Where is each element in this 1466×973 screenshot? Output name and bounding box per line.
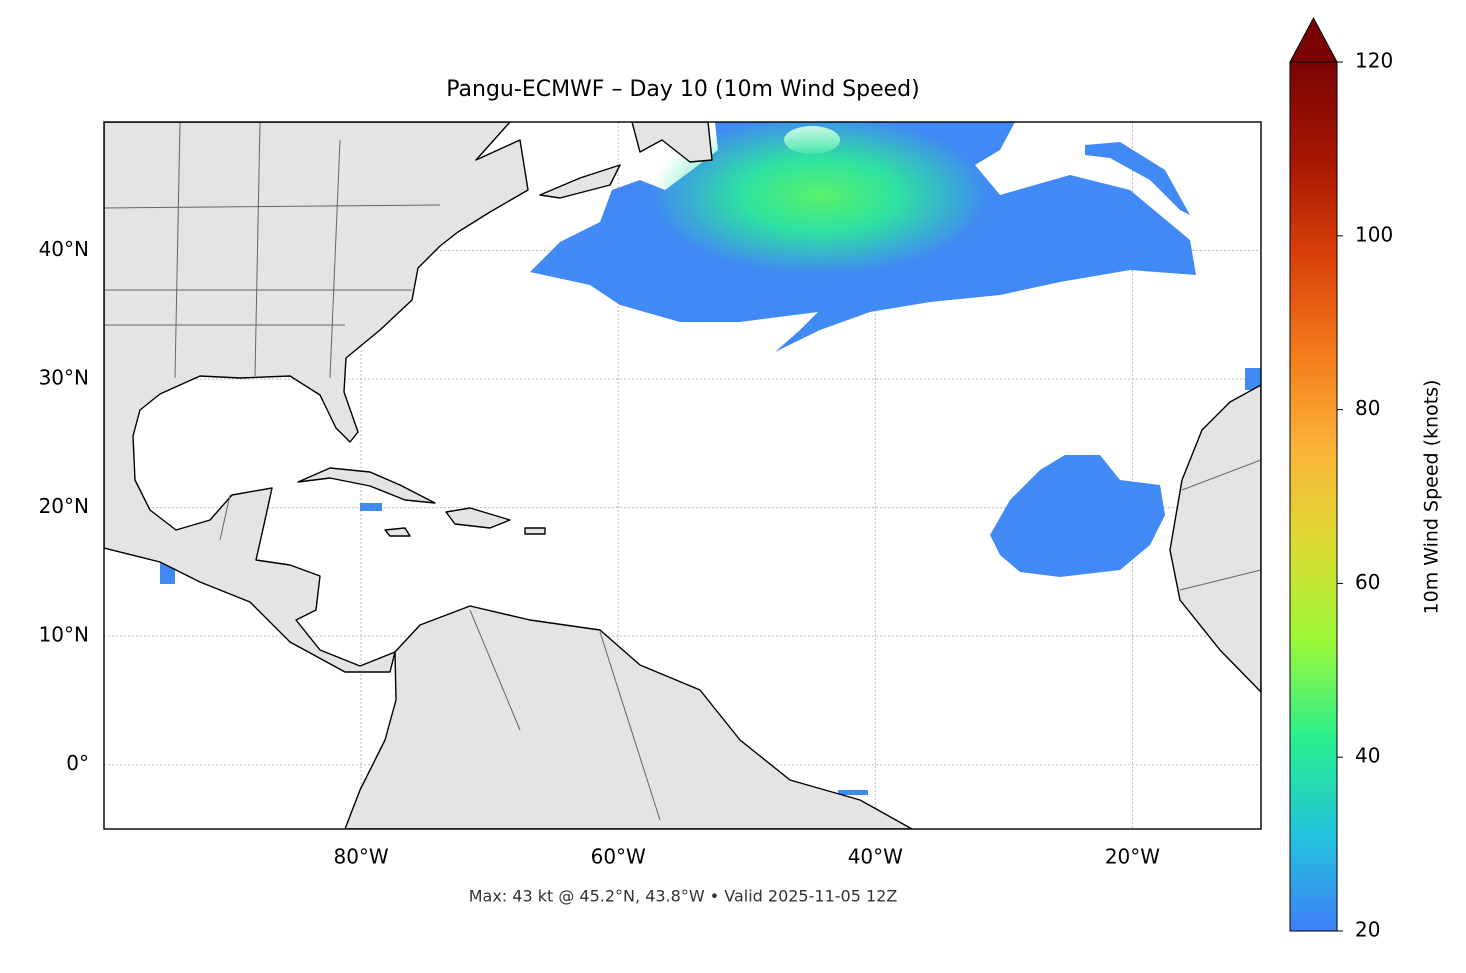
x-tick-label: 80°W [333,845,388,869]
colorbar-tick-label: 120 [1355,49,1393,73]
y-tick-label: 10°N [39,623,89,647]
borders [104,122,1261,821]
cuba [297,467,436,504]
newfoundland [631,122,713,163]
africa [1169,384,1261,693]
colorbar-tick-label: 80 [1355,396,1380,420]
x-tick-label: 60°W [591,845,646,869]
colorbar-label: 10m Wind Speed (knots) [1421,380,1443,615]
wind-region [990,455,1165,577]
wind-region [1085,142,1190,215]
nova-scotia [539,164,621,199]
plot-frame [103,121,1262,830]
map-area [104,122,1261,829]
puerto-rico [524,527,546,535]
colorbar-tick-label: 40 [1355,744,1380,768]
colorbar [1289,61,1338,932]
jamaica [384,527,411,537]
y-tick-label: 20°N [39,494,89,518]
south-america [344,605,913,829]
y-tick-label: 40°N [39,237,89,261]
chart-title: Pangu-ECMWF – Day 10 (10m Wind Speed) [446,77,919,102]
x-tick-label: 40°W [848,845,903,869]
x-tick-label: 20°W [1105,845,1160,869]
annotation: Max: 43 kt @ 45.2°N, 43.8°W • Valid 2025… [469,887,898,906]
wind-maximum [650,122,990,275]
colorbar-tick-label: 100 [1355,222,1393,246]
y-tick-label: 30°N [39,366,89,390]
colorbar-tick-label: 60 [1355,570,1380,594]
colorbar-tick-label: 20 [1355,918,1380,942]
colorbar-extend [1289,16,1338,63]
north-america [104,122,529,673]
wind-region [1245,368,1261,390]
hispaniola [445,507,511,529]
wind-region [360,503,382,511]
y-tick-label: 0° [66,751,89,775]
wind-region [838,790,868,795]
